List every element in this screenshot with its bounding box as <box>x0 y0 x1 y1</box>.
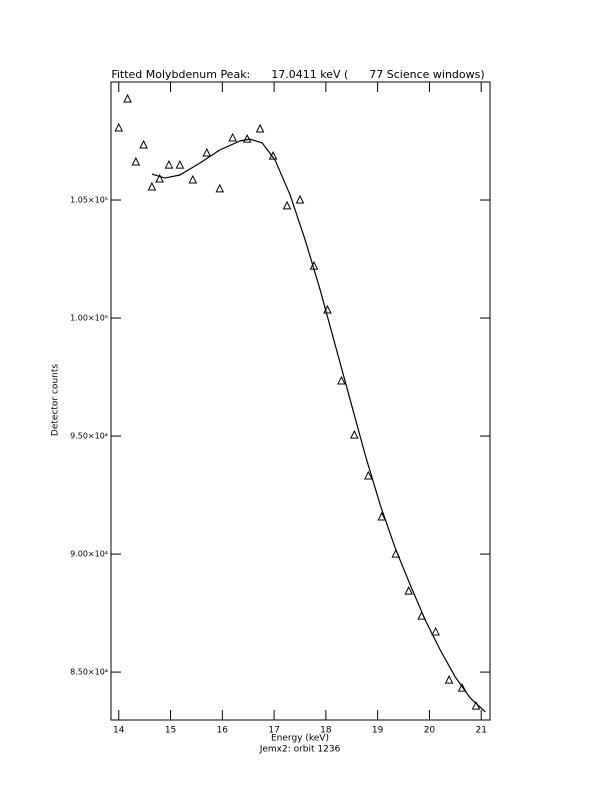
data-point <box>139 139 148 149</box>
data-point <box>123 93 132 103</box>
data-point <box>457 683 467 692</box>
data-point <box>295 194 305 204</box>
data-point <box>404 586 414 595</box>
data-point <box>147 181 157 191</box>
x-tick-label: 17 <box>268 726 279 736</box>
data-point <box>255 123 265 133</box>
data-point <box>155 173 164 183</box>
fit-line <box>151 138 486 713</box>
chart-title: Fitted Molybdenum Peak: 17.0411 keV ( 77… <box>111 68 484 81</box>
data-point <box>114 122 124 132</box>
data-point <box>215 183 225 193</box>
data-point <box>282 200 292 210</box>
data-point <box>364 470 373 480</box>
y-tick-label: 9.50×10⁴ <box>70 432 108 441</box>
data-point <box>164 159 174 169</box>
y-tick-label: 1.00×10⁵ <box>70 314 108 323</box>
data-point <box>175 159 185 169</box>
data-point <box>242 134 252 143</box>
data-point <box>337 375 346 385</box>
y-axis-label: Detector counts <box>51 364 61 436</box>
y-tick-label: 9.00×10⁴ <box>70 550 108 559</box>
x-tick-label: 18 <box>320 726 332 736</box>
plot-frame <box>110 81 491 721</box>
x-tick-label: 20 <box>424 726 436 736</box>
data-point <box>431 626 440 636</box>
x-tick-label: 21 <box>475 726 486 736</box>
x-tick-label: 16 <box>217 726 229 736</box>
data-point <box>228 132 237 142</box>
x-axis-label: Energy (keV) <box>271 734 329 744</box>
data-point <box>131 156 141 166</box>
data-point <box>377 511 387 521</box>
data-point <box>188 174 198 184</box>
data-point <box>350 429 359 439</box>
data-point <box>202 147 212 157</box>
footer: Jemx2: orbit 1236 <box>259 745 341 755</box>
y-tick-label: 8.50×10⁴ <box>70 668 108 677</box>
x-tick-label: 15 <box>165 726 176 736</box>
x-tick-label: 14 <box>113 726 125 736</box>
x-tick-label: 19 <box>372 726 384 736</box>
y-tick-label: 1.05×10⁵ <box>70 196 108 205</box>
data-point <box>444 674 454 684</box>
